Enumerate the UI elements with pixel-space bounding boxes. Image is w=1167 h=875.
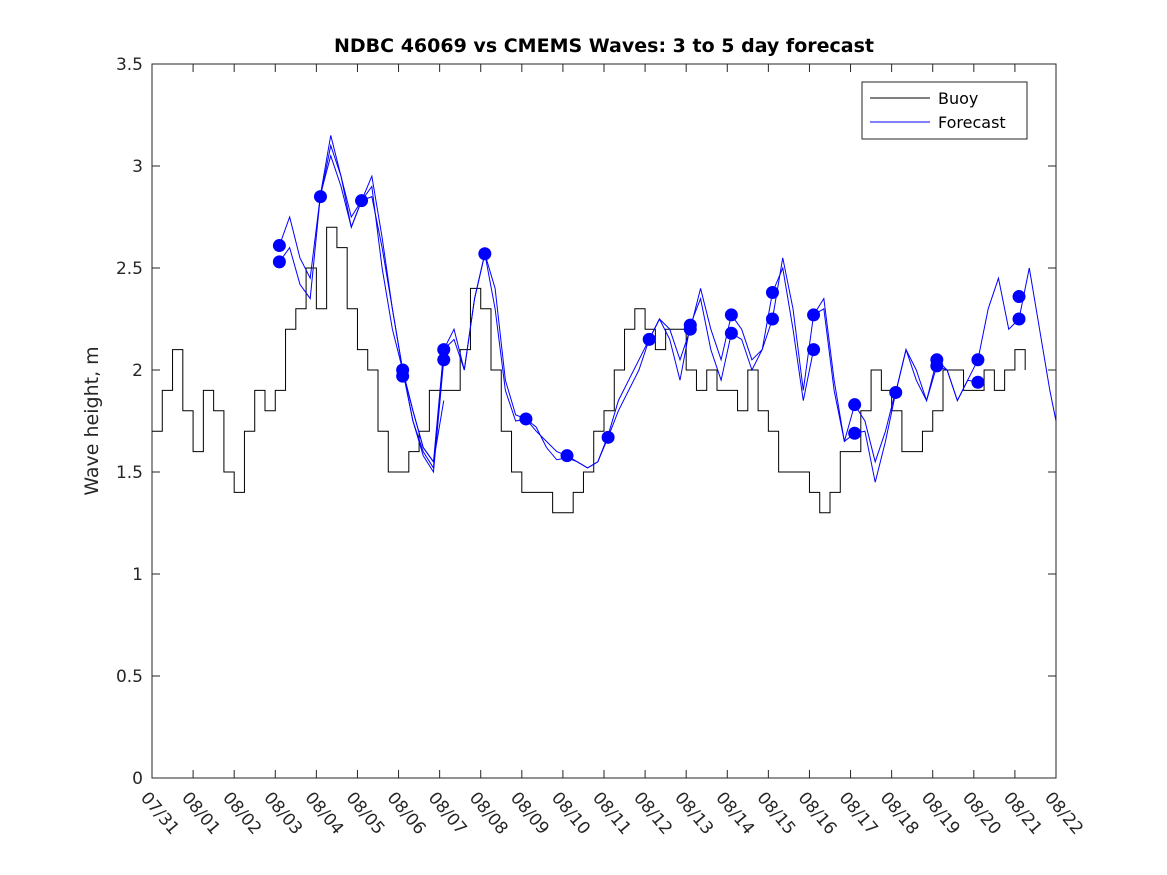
forecast-marker bbox=[560, 449, 574, 463]
chart-title: NDBC 46069 vs CMEMS Waves: 3 to 5 day fo… bbox=[334, 35, 874, 57]
y-axis-ticks: 0 0.5 1 1.5 2 2.5 3 3.5 bbox=[116, 55, 1056, 789]
forecast-marker bbox=[437, 353, 451, 367]
legend: Buoy Forecast bbox=[861, 81, 1028, 140]
forecast-marker bbox=[642, 332, 656, 346]
y-axis-label: Wave height, m bbox=[81, 346, 103, 495]
forecast-marker bbox=[971, 353, 985, 367]
forecast-marker bbox=[765, 312, 779, 326]
forecast-marker bbox=[889, 385, 903, 399]
forecast-marker bbox=[601, 430, 615, 444]
forecast-marker bbox=[355, 194, 369, 208]
forecast-marker bbox=[272, 239, 286, 253]
forecast-marker bbox=[1012, 312, 1026, 326]
forecast-marker bbox=[478, 247, 492, 261]
forecast-marker bbox=[765, 285, 779, 299]
forecast-marker bbox=[930, 353, 944, 367]
forecast-marker bbox=[848, 398, 862, 412]
forecast-marker bbox=[848, 426, 862, 440]
forecast-marker bbox=[437, 343, 451, 357]
forecast-marker bbox=[313, 190, 327, 204]
legend-forecast-label: Forecast bbox=[938, 113, 1006, 132]
legend-box bbox=[861, 81, 1028, 140]
forecast-marker bbox=[971, 375, 985, 389]
forecast-marker bbox=[396, 369, 410, 383]
forecast-marker bbox=[807, 308, 821, 322]
y-tick-label: 2 bbox=[132, 361, 143, 381]
forecast-marker bbox=[519, 412, 533, 426]
forecast-marker bbox=[1012, 290, 1026, 304]
y-tick-label: 3 bbox=[132, 157, 143, 177]
y-tick-label: 1 bbox=[132, 565, 143, 585]
series-layer bbox=[152, 135, 1057, 514]
buoy-series-line bbox=[152, 226, 1026, 514]
y-tick-label: 0 bbox=[132, 769, 143, 789]
forecast-marker bbox=[724, 308, 738, 322]
y-tick-label: 3.5 bbox=[116, 55, 143, 75]
y-tick-label: 0.5 bbox=[116, 667, 143, 687]
forecast-marker bbox=[272, 255, 286, 269]
legend-buoy-label: Buoy bbox=[938, 89, 978, 108]
forecast-marker bbox=[807, 343, 821, 357]
forecast-marker bbox=[683, 318, 697, 332]
y-tick-label: 2.5 bbox=[116, 259, 143, 279]
y-tick-label: 1.5 bbox=[116, 463, 143, 483]
forecast-marker bbox=[724, 326, 738, 340]
